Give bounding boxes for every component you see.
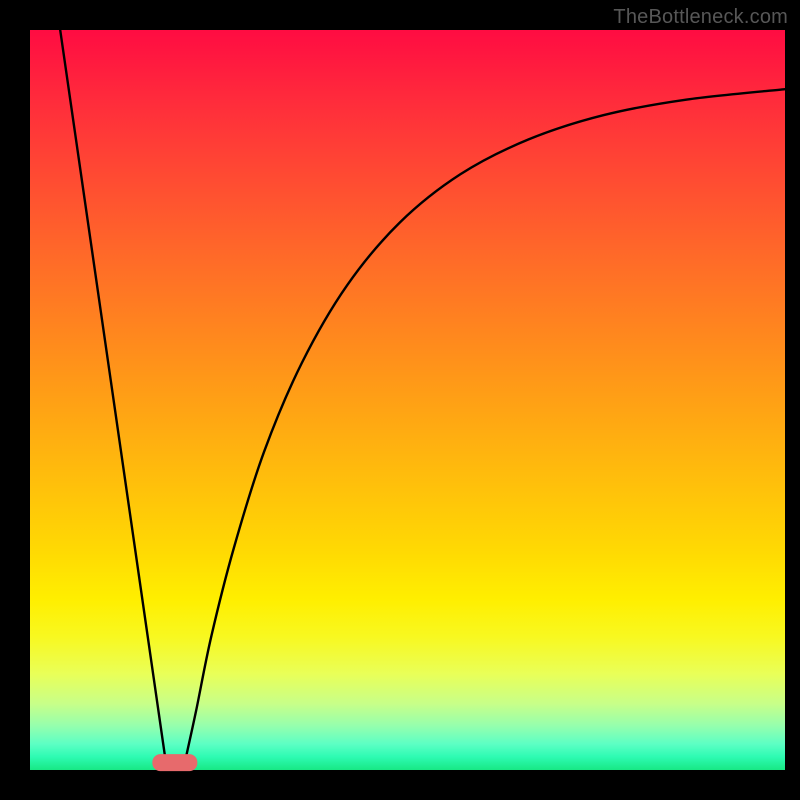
chart-container: TheBottleneck.com — [0, 0, 800, 800]
curve-layer — [30, 30, 785, 770]
plot-area — [30, 30, 785, 770]
curve-left-leg — [60, 30, 166, 763]
watermark-text: TheBottleneck.com — [613, 6, 788, 29]
minimum-marker — [152, 754, 197, 772]
curve-right-arc — [185, 89, 785, 762]
